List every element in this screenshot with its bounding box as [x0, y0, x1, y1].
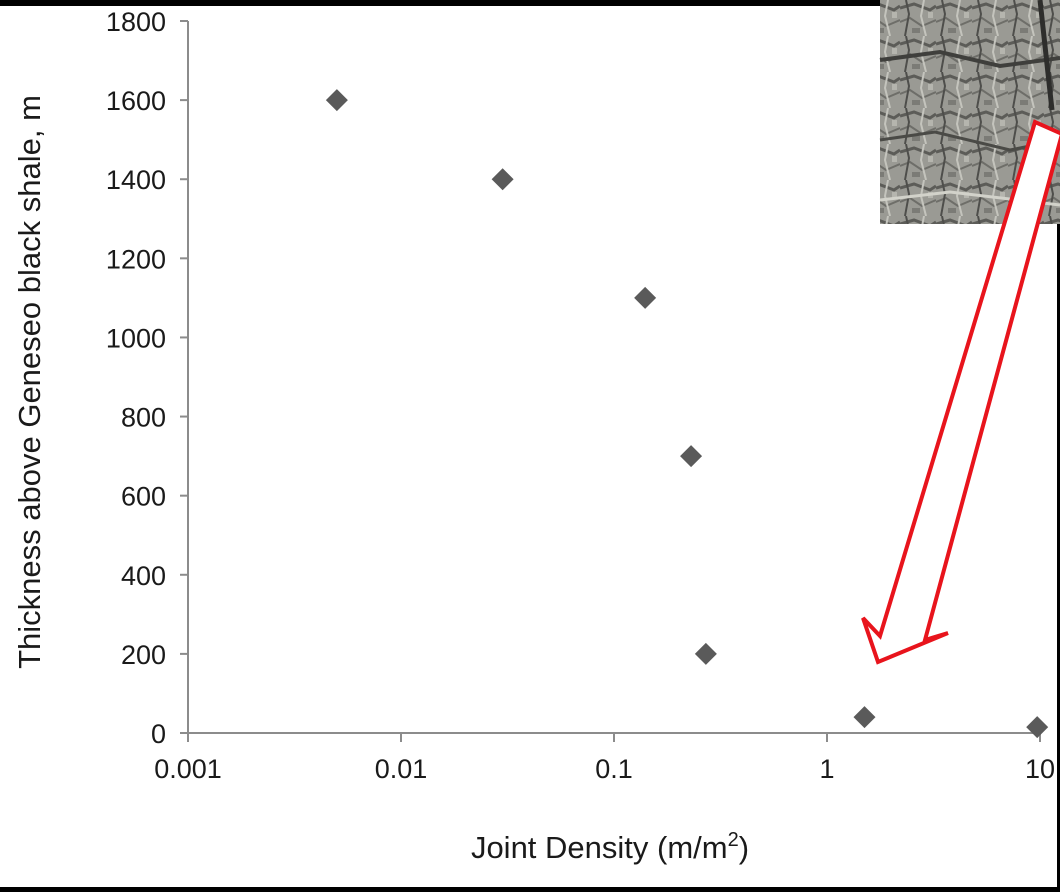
y-tick-label: 400 [121, 561, 166, 591]
data-points [325, 89, 1049, 739]
y-tick-label: 200 [121, 640, 166, 670]
y-tick-label: 0 [151, 719, 166, 749]
data-point-diamond [1026, 716, 1049, 739]
data-point-diamond [694, 642, 717, 665]
y-tick-label: 600 [121, 482, 166, 512]
y-tick-label: 1000 [106, 323, 166, 353]
x-tick-label: 0.001 [154, 754, 222, 784]
y-tick-label: 1800 [106, 7, 166, 37]
y-axis-label: Thickness above Geneseo black shale, m [12, 95, 47, 669]
top-black-band [0, 0, 880, 6]
y-tick-label: 1400 [106, 165, 166, 195]
x-tick-label: 0.1 [595, 754, 633, 784]
x-tick-label: 0.01 [375, 754, 428, 784]
data-point-diamond [680, 445, 703, 468]
y-axis-ticks: 0 200 400 600 800 1000 1200 1400 1600 1800 [106, 7, 188, 749]
x-axis-label: Joint Density (m/m2) [471, 829, 749, 865]
data-point-diamond [325, 89, 348, 112]
x-axis-ticks: 0.001 0.01 0.1 1 10 [154, 733, 1055, 784]
y-tick-label: 800 [121, 403, 166, 433]
right-edge-strip [1057, 0, 1060, 887]
data-point-diamond [634, 286, 657, 309]
y-tick-label: 1600 [106, 86, 166, 116]
y-tick-label: 1200 [106, 244, 166, 274]
callout-arrow [861, 119, 1060, 665]
x-tick-label: 10 [1025, 754, 1055, 784]
data-point-diamond [853, 706, 876, 729]
x-tick-label: 1 [819, 754, 834, 784]
data-point-diamond [491, 168, 514, 191]
